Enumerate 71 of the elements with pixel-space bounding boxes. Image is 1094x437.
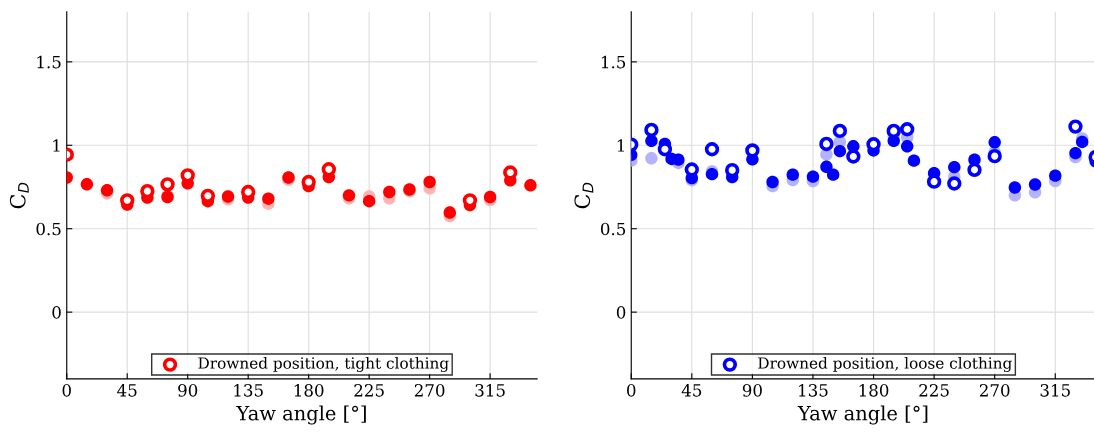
point xyxy=(900,122,915,137)
y-tick-label: 0.5 xyxy=(600,222,626,236)
point xyxy=(766,175,779,189)
x-axis-title: Yaw angle [°] xyxy=(236,405,366,425)
point xyxy=(926,174,942,189)
point xyxy=(745,143,760,158)
x-tick-label: 180 xyxy=(859,384,889,397)
point xyxy=(80,178,94,191)
x-tick-label: 135 xyxy=(799,384,828,397)
point xyxy=(1075,135,1089,149)
point xyxy=(846,149,861,164)
point xyxy=(988,136,1001,149)
point xyxy=(362,194,376,208)
point xyxy=(423,175,436,189)
point xyxy=(645,152,658,165)
legend-label: Drowned position, tight clothing xyxy=(198,357,449,372)
point xyxy=(786,168,799,181)
point xyxy=(443,206,456,219)
point xyxy=(1049,169,1062,182)
point xyxy=(704,142,720,157)
x-tick-label: 0 xyxy=(62,384,71,397)
point xyxy=(886,123,901,139)
x-tick-label: 315 xyxy=(475,384,505,397)
x-tick-label: 135 xyxy=(234,384,263,397)
x-tick-label: 315 xyxy=(1040,384,1070,397)
y-axis-title: C$_{D}$ xyxy=(574,182,594,209)
x-tick-label: 90 xyxy=(178,384,198,397)
y-tick-label: 1.5 xyxy=(37,55,61,69)
point xyxy=(900,140,914,153)
y-tick-label: 0 xyxy=(616,306,626,319)
x-tick-label: 0 xyxy=(627,384,636,397)
point xyxy=(833,144,847,158)
point xyxy=(1069,146,1082,160)
x-tick-label: 45 xyxy=(117,384,137,397)
point xyxy=(644,122,659,138)
point xyxy=(820,160,833,174)
x-axis-title: Yaw angle [°] xyxy=(797,405,928,425)
point xyxy=(832,123,848,139)
x-tick-label: 45 xyxy=(681,384,702,397)
legend-label: Drowned position, loose clothing xyxy=(758,357,1012,372)
point xyxy=(1028,178,1042,191)
point xyxy=(947,176,962,191)
point xyxy=(160,177,175,192)
point xyxy=(987,148,1002,164)
x-tick-label: 90 xyxy=(742,384,762,397)
point xyxy=(524,179,537,192)
point xyxy=(503,165,518,180)
point xyxy=(948,160,961,174)
y-axis-title: C$_{D}$ xyxy=(9,182,29,209)
point xyxy=(907,154,921,167)
point xyxy=(321,162,337,177)
point xyxy=(684,162,699,177)
x-tick-label: 270 xyxy=(979,384,1010,397)
point xyxy=(1008,181,1022,194)
point xyxy=(1068,119,1083,134)
point xyxy=(180,168,195,183)
point xyxy=(806,170,820,183)
y-tick-label: 1 xyxy=(617,139,625,152)
point xyxy=(967,162,982,177)
y-tick-label: 1.5 xyxy=(601,55,626,69)
y-tick-label: 0 xyxy=(52,306,61,319)
point xyxy=(819,136,834,152)
point xyxy=(826,168,840,181)
x-tick-label: 225 xyxy=(919,384,949,397)
x-tick-label: 225 xyxy=(354,384,384,397)
y-tick-label: 1 xyxy=(53,139,60,152)
point xyxy=(383,185,396,199)
point xyxy=(262,192,275,205)
x-tick-label: 180 xyxy=(294,384,324,397)
y-tick-label: 0.5 xyxy=(36,222,61,236)
x-tick-label: 270 xyxy=(414,384,445,397)
